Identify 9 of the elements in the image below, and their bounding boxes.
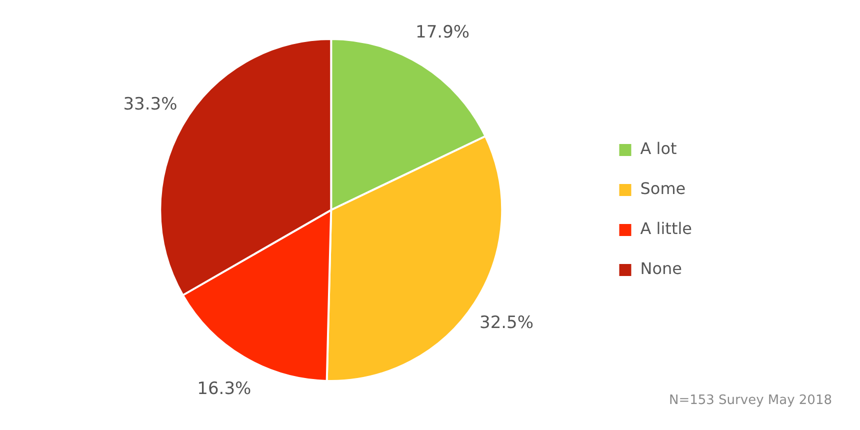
data-label: 16.3%	[197, 378, 252, 399]
data-label: 33.3%	[123, 94, 178, 115]
data-label: 17.9%	[416, 22, 470, 43]
legend-label: A little	[640, 219, 692, 238]
text: N=153 Survey May 2018	[668, 393, 832, 408]
legend-label: Some	[640, 179, 686, 198]
data-label: 32.5%	[480, 313, 534, 334]
legend-label: None	[640, 259, 682, 278]
legend-label: A lot	[640, 139, 677, 158]
